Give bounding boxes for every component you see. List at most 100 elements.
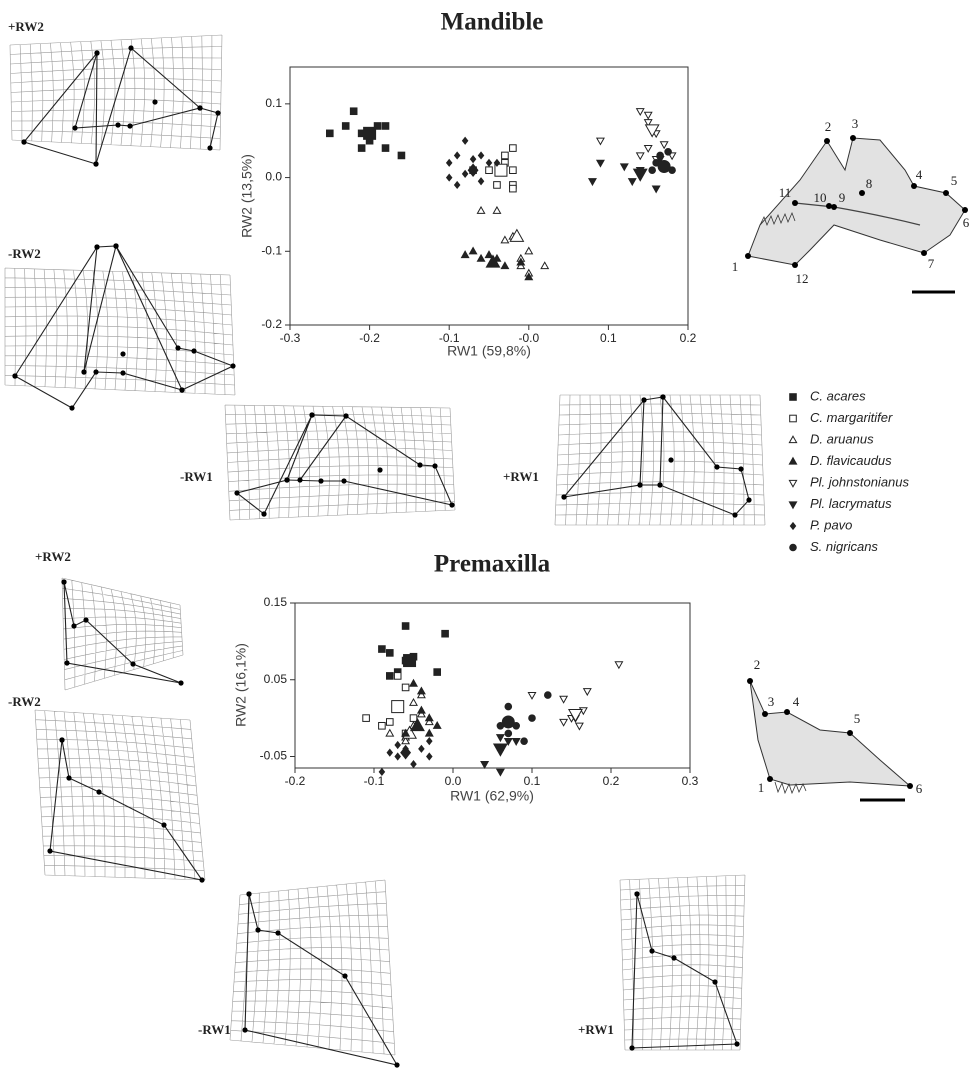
landmark-dot bbox=[767, 776, 773, 782]
x-tick-label: -0.2 bbox=[285, 774, 306, 788]
marker bbox=[545, 692, 552, 699]
marker bbox=[486, 167, 493, 174]
landmark-number: 4 bbox=[916, 167, 923, 182]
mean-marker bbox=[404, 655, 416, 667]
marker bbox=[629, 179, 636, 185]
landmark-dot bbox=[230, 363, 235, 368]
landmark-dot bbox=[826, 203, 832, 209]
landmark-dot bbox=[847, 730, 853, 736]
landmark-dot bbox=[649, 948, 654, 953]
landmark-dot bbox=[921, 250, 927, 256]
marker bbox=[410, 715, 417, 722]
landmark-outline bbox=[84, 246, 116, 372]
landmark-dot bbox=[161, 822, 166, 827]
marker bbox=[485, 251, 492, 257]
landmark-dot bbox=[197, 105, 202, 110]
x-tick-label: 0.0 bbox=[445, 774, 462, 788]
landmark-dot bbox=[93, 161, 98, 166]
marker bbox=[455, 182, 460, 189]
marker bbox=[510, 145, 517, 152]
marker bbox=[645, 145, 652, 151]
legend-marker bbox=[790, 394, 797, 401]
landmark-number: 11 bbox=[779, 185, 792, 200]
marker bbox=[469, 247, 476, 253]
plot-frame bbox=[290, 67, 688, 325]
landmark-dot bbox=[115, 122, 120, 127]
figure: +RW2-RW2-RW1+RW1+RW2-RW2-RW1+RW112345678… bbox=[0, 0, 972, 1071]
landmark-number: 2 bbox=[825, 119, 832, 134]
marker bbox=[410, 699, 417, 705]
landmark-dot bbox=[824, 138, 830, 144]
x-tick-label: 0.2 bbox=[680, 331, 697, 345]
x-tick-label: 0.1 bbox=[524, 774, 541, 788]
marker bbox=[478, 178, 483, 185]
landmark-dot bbox=[850, 135, 856, 141]
landmark-dot bbox=[64, 660, 69, 665]
marker bbox=[402, 623, 409, 630]
marker bbox=[525, 247, 532, 253]
landmark-number: 2 bbox=[754, 657, 761, 672]
landmark-dot bbox=[343, 413, 348, 418]
marker bbox=[584, 689, 591, 695]
landmark-number: 5 bbox=[951, 173, 958, 188]
x-tick-label: 0.1 bbox=[600, 331, 617, 345]
marker bbox=[528, 692, 535, 698]
grid-label: -RW2 bbox=[8, 694, 41, 709]
marker bbox=[395, 742, 400, 749]
marker bbox=[560, 719, 567, 725]
marker bbox=[637, 109, 644, 115]
marker bbox=[510, 185, 517, 192]
landmark-dot bbox=[962, 207, 968, 213]
series bbox=[447, 137, 500, 188]
marker bbox=[386, 730, 393, 736]
marker bbox=[411, 761, 416, 768]
landmark-dot bbox=[657, 482, 662, 487]
plot-frame bbox=[295, 603, 690, 768]
deformation-grid bbox=[620, 875, 745, 1051]
x-tick-label: 0.3 bbox=[682, 774, 699, 788]
marker bbox=[505, 703, 512, 710]
landmark-dot bbox=[341, 478, 346, 483]
landmark-dot bbox=[66, 775, 71, 780]
y-tick-label: -0.2 bbox=[261, 317, 282, 331]
y-axis-label: RW2 (13,5%) bbox=[239, 154, 255, 238]
landmark-dot bbox=[215, 110, 220, 115]
x-tick-label: 0.2 bbox=[603, 774, 620, 788]
y-tick-label: -0.1 bbox=[261, 243, 282, 257]
marker bbox=[350, 108, 357, 115]
landmark-number: 8 bbox=[866, 176, 873, 191]
mean-marker bbox=[658, 161, 670, 173]
marker bbox=[426, 730, 433, 736]
marker bbox=[497, 735, 504, 741]
landmark-dot bbox=[94, 244, 99, 249]
marker bbox=[494, 182, 501, 189]
marker bbox=[560, 696, 567, 702]
marker bbox=[481, 762, 488, 768]
landmark-dot bbox=[342, 973, 347, 978]
marker bbox=[447, 160, 452, 167]
landmark-dot bbox=[734, 1041, 739, 1046]
landmark-number: 6 bbox=[963, 215, 970, 230]
marker bbox=[477, 255, 484, 261]
landmark-dot bbox=[668, 457, 673, 462]
landmark-dot bbox=[318, 478, 323, 483]
marker bbox=[470, 156, 475, 163]
marker bbox=[576, 723, 583, 729]
landmark-dot bbox=[113, 243, 118, 248]
y-tick-label: 0.05 bbox=[264, 672, 288, 686]
landmark-outline bbox=[116, 246, 233, 390]
marker bbox=[513, 738, 520, 744]
marker bbox=[657, 152, 664, 159]
deformation-grid bbox=[5, 243, 236, 410]
landmark-number: 5 bbox=[854, 711, 861, 726]
marker bbox=[541, 262, 548, 268]
landmark-dot bbox=[943, 190, 949, 196]
landmark-dot bbox=[732, 512, 737, 517]
marker bbox=[461, 251, 468, 257]
landmark-dot bbox=[179, 387, 184, 392]
landmark-dot bbox=[784, 709, 790, 715]
marker bbox=[382, 145, 389, 152]
landmark-dot bbox=[745, 253, 751, 259]
grid-label: -RW2 bbox=[8, 246, 41, 261]
grid-lines bbox=[35, 710, 205, 880]
